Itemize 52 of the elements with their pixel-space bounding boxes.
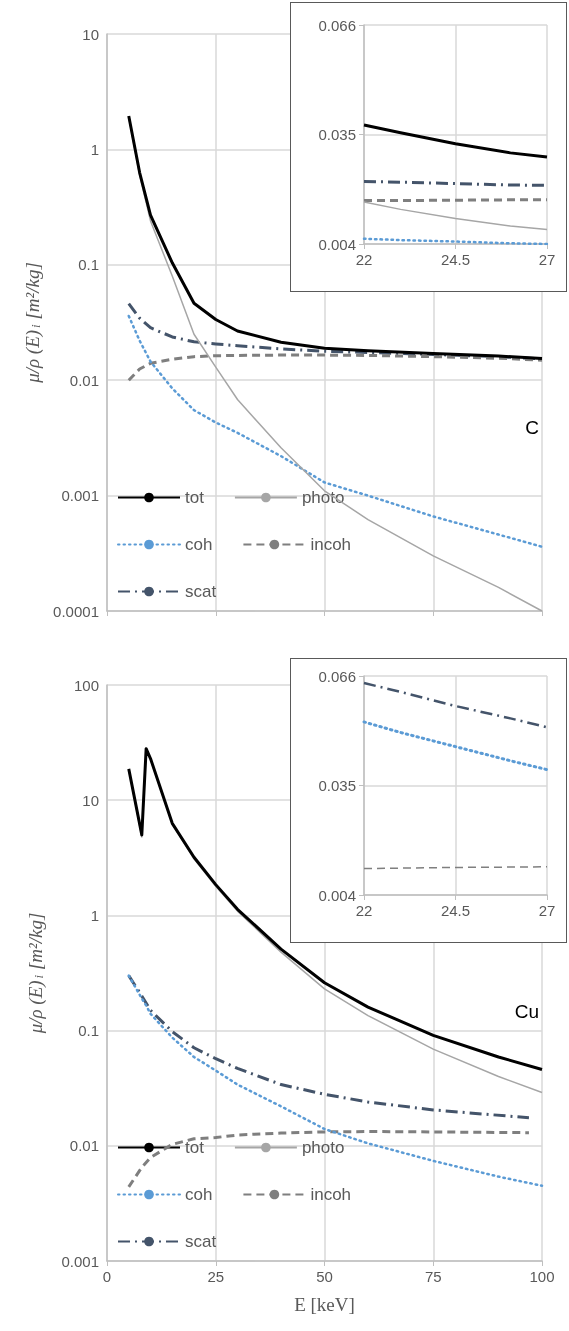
legend-label: photo: [301, 488, 345, 507]
x-axis-title: E [keV]: [294, 1294, 355, 1315]
x-tick-label: 24.5: [440, 902, 471, 919]
y-tick-label: 0.004: [318, 886, 356, 904]
y-tick-label: 10: [82, 25, 99, 43]
y-tick-label: 0.001: [61, 1252, 99, 1270]
x-tick-label: 24.5: [440, 251, 471, 268]
x-tick-label: 75: [424, 1268, 442, 1285]
x-tick-label: 27: [538, 251, 556, 268]
y-tick-label: 0.01: [69, 371, 99, 389]
legend-label: incoh: [310, 535, 352, 554]
line-series: [363, 201, 548, 231]
x-tick-label: 22: [355, 902, 373, 919]
y-tick-label: 0.1: [78, 1022, 99, 1040]
legend-label: coh: [185, 535, 213, 554]
y-tick-label: 0.001: [61, 487, 99, 505]
y-tick-label: 0.066: [318, 667, 356, 685]
y-tick-label: 0.004: [318, 235, 356, 253]
line-series: [127, 1130, 531, 1189]
legend-label: photo: [301, 1138, 345, 1157]
y-tick-label: 0.1: [78, 256, 99, 274]
x-tick-label: 27: [538, 902, 556, 919]
y-axis-title: μ/ρ (E)i [m²/kg]: [25, 912, 47, 1035]
line-series: [362, 681, 549, 729]
legend-label: scat: [185, 1232, 217, 1251]
y-tick-label: 1: [90, 140, 99, 158]
line-series: [127, 314, 544, 549]
y-tick-label: 0.035: [318, 777, 356, 794]
x-tick-label: 0: [102, 1268, 112, 1285]
y-tick-label: 0.066: [318, 16, 356, 34]
y-tick-label: 0.01: [69, 1137, 99, 1155]
legend-label: incoh: [310, 1185, 352, 1204]
y-axis-title: μ/ρ (E)i [m²/kg]: [22, 262, 45, 384]
x-tick-label: 100: [529, 1268, 555, 1285]
legend-label: tot: [185, 1138, 205, 1157]
line-series: [127, 974, 544, 1187]
y-tick-label: 10: [82, 791, 99, 809]
x-tick-label: 22: [355, 251, 373, 268]
line-series: [127, 353, 544, 382]
x-tick-label: 50: [316, 1268, 333, 1285]
y-tick-label: 100: [73, 676, 99, 694]
legend-label: coh: [185, 1185, 213, 1204]
y-tick-label: 1: [90, 906, 99, 924]
line-series: [362, 720, 549, 772]
x-tick-label: 25: [207, 1268, 225, 1285]
y-tick-label: 0.0001: [53, 602, 99, 620]
legend-label: tot: [185, 488, 205, 507]
annotation: Cu: [514, 1001, 540, 1022]
legend-label: scat: [185, 582, 217, 601]
line-series: [362, 123, 549, 159]
annotation: C: [525, 417, 540, 438]
y-tick-label: 0.035: [318, 126, 356, 143]
